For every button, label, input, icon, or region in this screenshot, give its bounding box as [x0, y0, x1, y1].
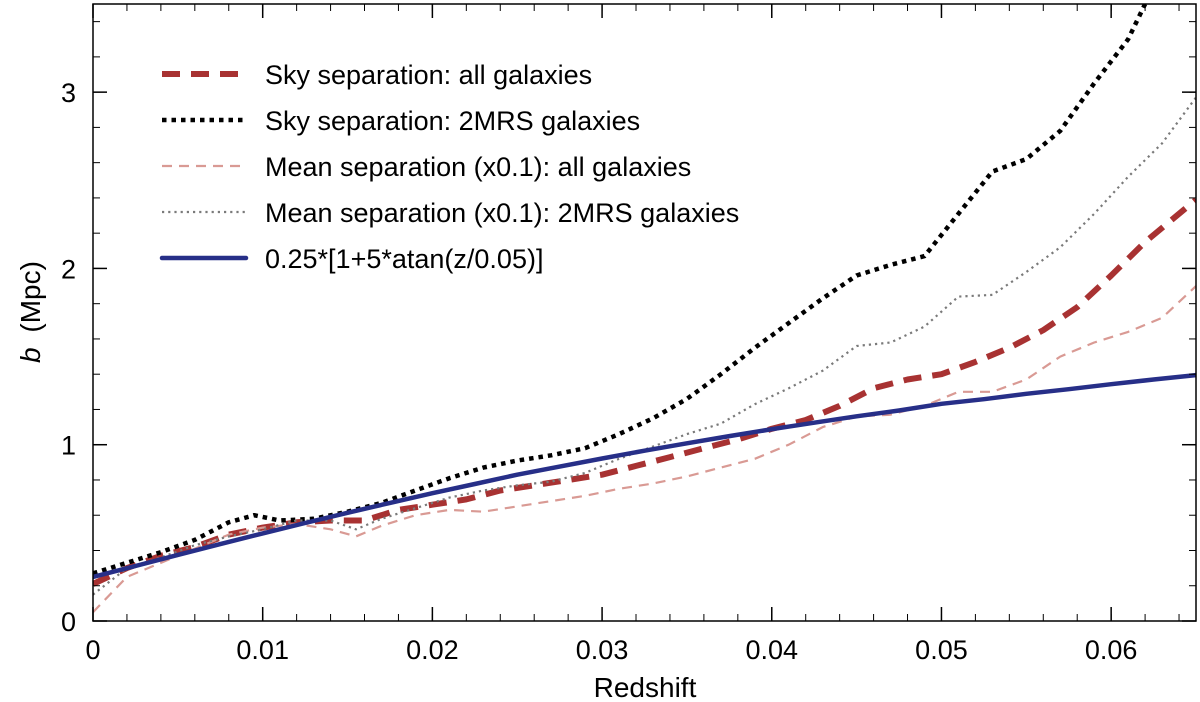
x-tick-label: 0.03: [576, 635, 629, 665]
series-line-5: [93, 372, 1196, 580]
y-axis-symbol: b: [15, 347, 46, 363]
series-line-2: [93, 4, 1148, 576]
series-layer: [93, 4, 1196, 613]
legend-label-5: 0.25*[1+5*atan(z/0.05)]: [265, 244, 543, 274]
plot-frame: [92, 3, 1197, 622]
legend: Sky separation: all galaxies Sky separati…: [159, 60, 739, 274]
y-axis-title: b (Mpc): [15, 261, 46, 363]
y-tick-label: 2: [61, 254, 76, 284]
x-tick-label: 0.04: [745, 635, 798, 665]
y-tick-label: 3: [61, 78, 76, 108]
x-axis-ticks: 0 0.01 0.02 0.03 0.04 0.05 0.06: [85, 4, 1180, 665]
y-tick-label: 0: [61, 607, 76, 637]
x-tick-label: 0.05: [915, 635, 968, 665]
x-tick-label: 0.01: [236, 635, 289, 665]
y-axis-unit: (Mpc): [15, 261, 46, 333]
legend-label-1: Sky separation: all galaxies: [265, 60, 592, 90]
legend-label-4: Mean separation (x0.1): 2MRS galaxies: [265, 198, 739, 228]
x-tick-label: 0.02: [406, 635, 459, 665]
y-axis-ticks: 0 1 2 3: [61, 21, 1196, 637]
legend-label-2: Sky separation: 2MRS galaxies: [265, 106, 640, 136]
x-tick-label: 0: [85, 635, 100, 665]
x-axis-title: Redshift: [594, 672, 697, 702]
legend-label-3: Mean separation (x0.1): all galaxies: [265, 152, 691, 182]
x-tick-label: 0.06: [1085, 635, 1138, 665]
y-tick-label: 1: [61, 431, 76, 461]
series-line-3: [93, 285, 1196, 613]
